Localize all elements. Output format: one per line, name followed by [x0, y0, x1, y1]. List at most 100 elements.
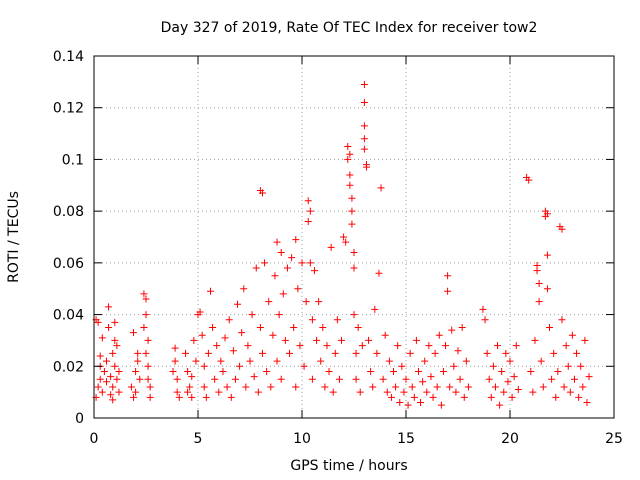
data-point — [225, 316, 233, 324]
data-point — [575, 393, 583, 401]
y-axis-label: ROTI / TECUs — [6, 191, 22, 283]
data-point — [539, 383, 547, 391]
x-tick-label: 15 — [397, 431, 415, 447]
data-point — [448, 326, 456, 334]
y-tick-label: 0.08 — [53, 204, 84, 220]
data-point — [360, 145, 368, 153]
data-point — [107, 391, 115, 399]
data-point — [192, 357, 200, 365]
data-point — [302, 298, 310, 306]
data-point — [454, 347, 462, 355]
y-tick-labels: 0 0.02 0.04 0.06 0.08 0.1 0.12 0.14 — [53, 49, 84, 427]
data-point — [344, 155, 352, 163]
data-point — [406, 349, 414, 357]
data-point — [583, 398, 591, 406]
data-point — [134, 349, 142, 357]
data-point — [173, 375, 181, 383]
data-point — [186, 383, 194, 391]
data-point — [387, 393, 395, 401]
data-point — [105, 324, 113, 331]
data-point — [229, 347, 237, 355]
data-point — [508, 393, 516, 401]
data-point — [346, 171, 354, 179]
data-point — [350, 311, 358, 319]
data-point — [400, 388, 408, 396]
data-point — [146, 383, 154, 391]
data-point — [554, 367, 562, 375]
data-point — [481, 316, 489, 324]
data-point — [442, 342, 450, 350]
data-point — [130, 329, 138, 337]
y-tick-label: 0.12 — [53, 101, 84, 117]
data-point — [371, 305, 379, 313]
data-point — [273, 238, 281, 246]
data-point — [423, 388, 431, 396]
grid-lines — [94, 56, 614, 418]
data-point — [338, 336, 346, 344]
data-point — [491, 383, 499, 391]
data-point — [304, 217, 312, 225]
data-point — [439, 367, 447, 375]
x-axis-label: GPS time / hours — [290, 458, 407, 474]
data-point — [360, 122, 368, 130]
data-point — [130, 393, 138, 401]
data-point — [256, 324, 264, 331]
data-point — [543, 210, 551, 218]
x-tick-label: 0 — [90, 431, 99, 447]
data-point — [254, 388, 262, 396]
data-point — [304, 197, 312, 205]
data-point — [109, 383, 117, 391]
data-point — [498, 367, 506, 375]
data-point — [504, 378, 512, 386]
data-point — [456, 375, 464, 383]
data-point — [127, 383, 135, 391]
data-point — [404, 401, 412, 409]
data-point — [362, 163, 370, 171]
data-point — [460, 393, 468, 401]
data-point — [219, 367, 227, 375]
data-point — [202, 393, 210, 401]
data-point — [215, 388, 223, 396]
data-point — [252, 264, 260, 272]
data-point — [300, 362, 308, 370]
data-point — [184, 388, 192, 396]
data-point — [489, 362, 497, 370]
data-point — [250, 373, 258, 381]
data-point — [369, 383, 377, 391]
data-point — [105, 303, 113, 311]
data-point — [535, 280, 543, 288]
y-tick-label: 0.06 — [53, 256, 84, 272]
data-point — [425, 342, 433, 350]
data-point — [502, 349, 510, 357]
data-point — [342, 238, 350, 246]
data-point — [537, 357, 545, 365]
data-point — [500, 388, 508, 396]
data-point — [335, 375, 343, 383]
data-point — [102, 378, 110, 386]
data-point — [394, 342, 402, 350]
data-point — [286, 349, 294, 357]
data-point — [367, 367, 375, 375]
data-point — [360, 135, 368, 143]
data-point — [429, 393, 437, 401]
data-point — [244, 342, 252, 350]
data-point — [136, 375, 144, 383]
data-point — [450, 362, 458, 370]
data-point — [525, 176, 533, 184]
data-point — [190, 336, 198, 344]
data-point — [390, 367, 398, 375]
data-point — [552, 393, 560, 401]
data-point — [360, 99, 368, 107]
data-point — [419, 378, 427, 386]
data-point — [211, 375, 219, 383]
data-point — [188, 393, 196, 401]
data-point — [94, 383, 102, 391]
data-point — [298, 259, 306, 267]
data-point — [410, 393, 418, 401]
data-point — [200, 362, 208, 370]
data-point — [573, 349, 581, 357]
data-point — [564, 362, 572, 370]
data-point — [113, 375, 121, 383]
data-point — [223, 383, 231, 391]
data-point — [96, 352, 104, 360]
